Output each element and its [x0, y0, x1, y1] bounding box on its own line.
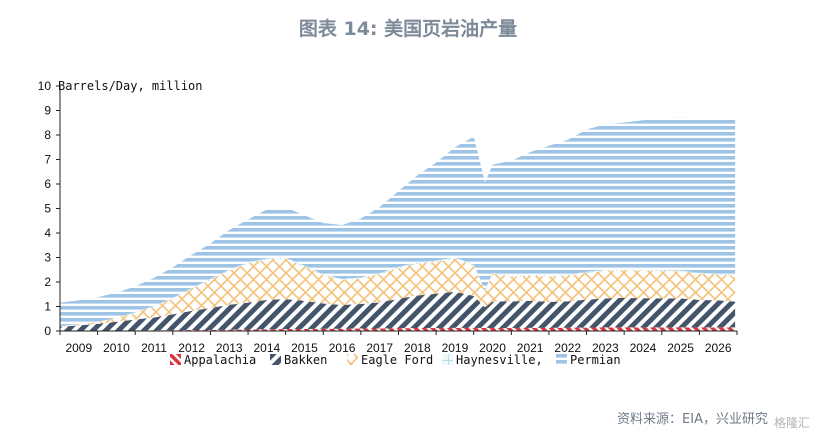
area-permian	[60, 117, 736, 326]
source-note: 资料来源：EIA，兴业研究	[617, 412, 768, 427]
legend-swatch-appalachia	[170, 354, 181, 365]
area-appalachia	[60, 327, 736, 331]
legend: Appalachia Bakken Eagle Ford Haynesville, Pe…	[170, 353, 621, 367]
x-tick-label: 2022	[554, 341, 581, 355]
x-tick-label: 2017	[366, 341, 393, 355]
x-tick-label: 2015	[291, 341, 318, 355]
legend-label-appalachia: Appalachia	[184, 353, 256, 367]
y-tick-label: 10	[38, 79, 52, 93]
x-tick-label: 2025	[667, 341, 694, 355]
x-tick-label: 2018	[404, 341, 431, 355]
y-axis-label: Barrels/Day, million	[58, 79, 203, 93]
y-tick-label: 9	[44, 104, 51, 118]
area-eagle-ford	[60, 258, 736, 327]
area-bakken	[60, 291, 736, 331]
x-tick-label: 2011	[141, 341, 167, 355]
y-tick-label: 2	[44, 275, 51, 289]
x-tick-label: 2021	[517, 341, 544, 355]
legend-label-haynesville: Haynesville,	[456, 353, 543, 367]
x-ticks: 2009 2010 2011 2012 2013 2014 2015 2016 2017 2018…	[59, 331, 738, 355]
x-tick-label: 2026	[705, 341, 732, 355]
legend-swatch-permian	[556, 354, 567, 365]
x-tick-label: 2019	[442, 341, 469, 355]
x-tick-label: 2014	[254, 341, 281, 355]
x-tick-label: 2013	[216, 341, 243, 355]
y-tick-label: 8	[44, 128, 51, 142]
x-tick-label: 2024	[630, 341, 657, 355]
x-tick-label: 2010	[103, 341, 130, 355]
y-tick-label: 6	[44, 177, 51, 191]
y-tick-label: 3	[44, 251, 51, 265]
legend-swatch-eagle-ford	[347, 354, 358, 365]
x-tick-label: 2009	[65, 341, 92, 355]
legend-label-permian: Permian	[570, 353, 621, 367]
area-layer	[60, 117, 736, 331]
y-tick-label: 5	[44, 202, 51, 216]
x-tick-label: 2023	[592, 341, 619, 355]
x-tick-label: 2020	[479, 341, 506, 355]
y-tick-label: 1	[44, 300, 51, 314]
legend-swatch-bakken	[270, 354, 281, 365]
y-tick-label: 7	[44, 153, 51, 167]
chart-title: 图表 14: 美国页岩油产量	[298, 18, 518, 40]
y-tick-label: 0	[44, 324, 51, 338]
x-tick-label: 2016	[329, 341, 356, 355]
y-tick-label: 4	[44, 226, 51, 240]
y-ticks: 0 1 2 3 4 5 6 7 8 9 10	[38, 79, 60, 338]
watermark: 格隆汇	[773, 416, 810, 430]
legend-label-eagle-ford: Eagle Ford	[361, 353, 433, 367]
x-tick-label: 2012	[178, 341, 205, 355]
legend-swatch-haynesville	[442, 354, 453, 365]
legend-label-bakken: Bakken	[284, 353, 327, 367]
